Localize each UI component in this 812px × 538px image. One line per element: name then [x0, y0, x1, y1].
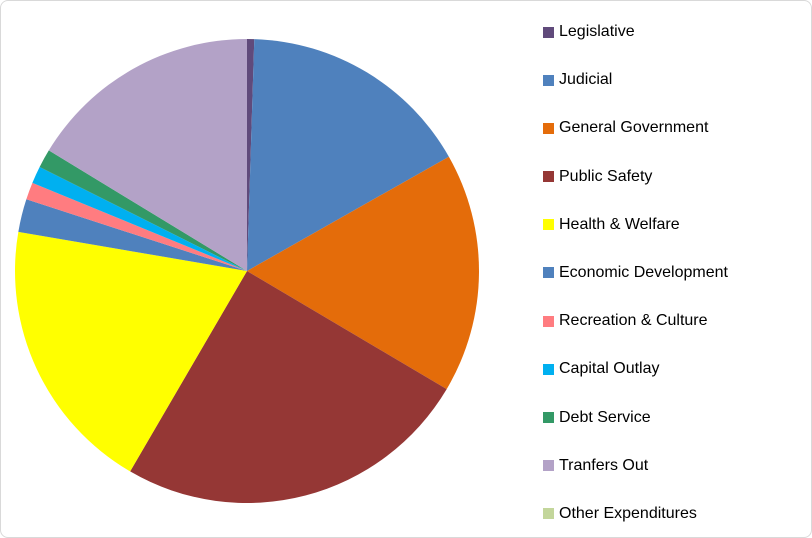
legend-item: Legislative: [543, 20, 809, 44]
legend-swatch: [543, 315, 554, 327]
legend-swatch: [543, 363, 554, 375]
legend-swatch: [543, 74, 554, 86]
legend-item: Economic Development: [543, 261, 809, 285]
legend-swatch: [543, 122, 554, 134]
pie-slice: [18, 199, 247, 271]
legend-item: Recreation & Culture: [543, 309, 809, 333]
legend-swatch: [543, 460, 554, 472]
pie-slice: [247, 38, 255, 271]
pie-slice: [26, 182, 247, 271]
legend-label: Recreation & Culture: [559, 312, 708, 330]
legend-swatch: [543, 171, 554, 183]
pie-chart: [14, 38, 479, 503]
legend-label: Public Safety: [559, 167, 653, 185]
pie-slice: [247, 39, 449, 271]
legend-label: Capital Outlay: [559, 360, 660, 378]
legend-item: Tranfers Out: [543, 454, 809, 478]
legend-item: Public Safety: [543, 165, 809, 189]
pie-slice: [130, 271, 447, 503]
pie-slice: [247, 156, 479, 390]
legend-swatch: [543, 412, 554, 423]
legend-label: General Government: [559, 119, 709, 137]
pie-slice: [14, 231, 248, 472]
legend-label: Tranfers Out: [559, 456, 649, 474]
pie-slice: [39, 150, 247, 271]
legend-item: General Government: [543, 116, 809, 140]
legend-label: Health & Welfare: [559, 215, 680, 233]
legend-swatch: [543, 267, 554, 279]
legend-swatch: [543, 508, 554, 520]
legend-item: Capital Outlay: [543, 357, 809, 381]
legend-label: Judicial: [559, 71, 613, 89]
legend-item: Judicial: [543, 68, 809, 92]
legend-label: Economic Development: [559, 263, 728, 281]
legend-label: Legislative: [559, 23, 635, 40]
pie-slice: [48, 39, 248, 271]
legend: Legislative Judicial General Government Pub…: [543, 20, 809, 537]
legend-swatch: [543, 219, 554, 231]
legend-item: Health & Welfare: [543, 213, 809, 237]
pie-slice: [32, 166, 247, 271]
legend-item: Debt Service: [543, 406, 809, 430]
legend-swatch: [543, 26, 554, 38]
legend-label: Other Expenditures: [559, 504, 697, 522]
legend-item: Other Expenditures: [543, 502, 809, 526]
legend-label: Debt Service: [559, 408, 651, 426]
